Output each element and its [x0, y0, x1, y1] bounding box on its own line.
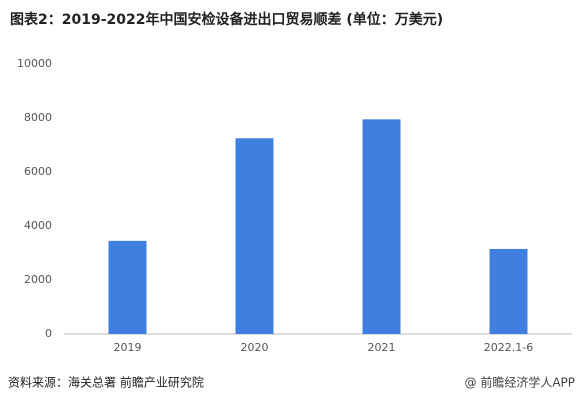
y-tick-label: 4000 [24, 219, 52, 232]
y-tick-label: 8000 [24, 111, 52, 124]
bar [235, 138, 274, 334]
y-tick-label: 6000 [24, 165, 52, 178]
y-tick-label: 10000 [17, 57, 52, 70]
chart-title: 图表2：2019-2022年中国安检设备进出口贸易顺差 (单位：万美元) [10, 11, 443, 28]
bar [489, 248, 528, 334]
x-tick-label: 2022.1-6 [484, 341, 533, 354]
x-tick-label: 2019 [114, 341, 142, 354]
watermark: @ 前瞻经济学人APP [465, 375, 576, 390]
y-tick-label: 0 [45, 327, 52, 340]
x-tick-label: 2020 [241, 341, 269, 354]
bar [108, 240, 147, 334]
bar [362, 119, 401, 334]
source: 资料来源：海关总署 前瞻产业研究院 [8, 375, 204, 390]
x-tick-label: 2021 [368, 341, 396, 354]
y-tick-label: 2000 [24, 273, 52, 286]
